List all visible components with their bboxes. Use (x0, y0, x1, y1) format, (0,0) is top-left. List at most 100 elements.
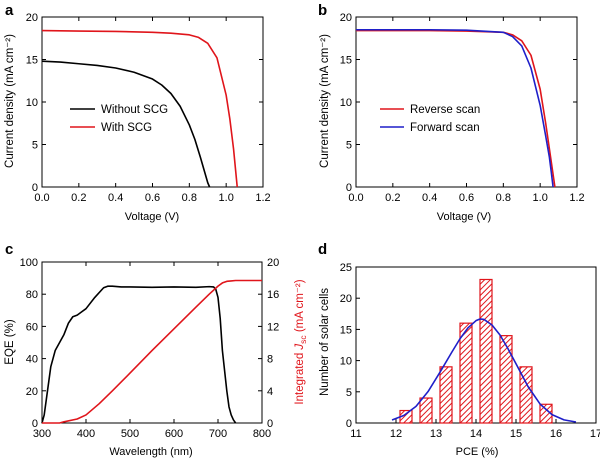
panel-d-xtick-label: 15 (510, 428, 522, 440)
panel-b-ytick-label: 5 (346, 140, 352, 152)
panel-c: c 300 400 500 600 700 80002040608010004812162… (4, 241, 308, 458)
panel-c-label: c (5, 241, 13, 258)
panel-c-xtick-label: 400 (77, 428, 95, 440)
panel-a-label: a (5, 2, 14, 19)
panel-c-y2tick-label: 12 (267, 321, 279, 333)
panel-b-xtick-label: 0.6 (459, 192, 474, 204)
panel-b-ytick-label: 10 (340, 97, 352, 109)
panel-a-ylabel: Current density (mA cm⁻²) (4, 34, 16, 168)
panel-b-xtick-label: 1.0 (533, 192, 548, 204)
histogram-bar (439, 366, 453, 424)
histogram-bar (479, 278, 493, 424)
panel-d-ytick-label: 25 (340, 262, 352, 274)
panel-b-plot: 0.0 0.2 0.4 0.6 0.8 1.0 1.2 0 5 10 15 20 (340, 12, 585, 204)
y2label-sub: sc (298, 335, 308, 344)
panel-a-xtick-label: 0.0 (34, 192, 49, 204)
panel-a-frame (41, 16, 264, 188)
panel-d-xtick-label: 13 (430, 428, 442, 440)
panel-c-y2tick-label: 8 (267, 354, 273, 366)
panel-c-ytick-label: 100 (20, 257, 38, 269)
panel-a-xtick-label: 0.8 (182, 192, 197, 204)
panel-d-ytick-label: 20 (340, 293, 352, 305)
panel-b-xlabel: Voltage (V) (437, 211, 491, 223)
panel-c-xtick-label: 600 (165, 428, 183, 440)
panel-d-xtick-label: 14 (470, 428, 482, 440)
panel-a-xtick-label: 1.2 (255, 192, 270, 204)
panel-c-xtick-label: 300 (33, 428, 51, 440)
panel-c-series-1 (42, 279, 262, 424)
panel-d-ytick-label: 15 (340, 324, 352, 336)
panel-a-xtick-label: 0.2 (71, 192, 86, 204)
panel-c-y2tick-label: 4 (267, 386, 273, 398)
panel-d-xtick-label: 17 (590, 428, 600, 440)
panel-a-legend: Without SCG With SCG (70, 104, 168, 134)
panel-b-series-0 (356, 29, 556, 188)
panel-a-plot: 0.0 0.2 0.4 0.6 0.8 1.0 1.2 0 5 10 15 20 (26, 12, 271, 204)
histogram-bar (519, 366, 533, 424)
panel-c-xtick-label: 500 (121, 428, 139, 440)
panel-d-xtick-label: 16 (550, 428, 562, 440)
panel-b-xtick-label: 0.0 (348, 192, 363, 204)
panel-a-series-0 (41, 60, 211, 188)
panel-a-ytick-label: 0 (32, 182, 38, 194)
histogram-bar (459, 322, 473, 424)
panel-c-xlabel: Wavelength (nm) (109, 446, 192, 458)
panel-b-series-1 (356, 28, 554, 188)
panel-d-label: d (318, 241, 327, 258)
panel-d-ytick-label: 0 (346, 418, 352, 430)
panel-a-xtick-label: 0.6 (145, 192, 160, 204)
panel-b-frame (355, 16, 578, 188)
panel-c-ylabel: EQE (%) (4, 319, 16, 365)
panel-d-ytick-label: 10 (340, 356, 352, 368)
y2label-tail: (mA cm⁻²) (294, 279, 306, 335)
panel-a-xlabel: Voltage (V) (125, 211, 179, 223)
panel-b-xtick-label: 0.2 (385, 192, 400, 204)
panel-a-xtick-label: 1.0 (219, 192, 234, 204)
panel-b-ytick-label: 15 (340, 55, 352, 67)
panel-a-ytick-label: 10 (26, 97, 38, 109)
panel-d: d 11 12 13 14 15 16 17 0 5 10 15 20 25 PCE (%) Numbe… (318, 241, 600, 458)
panel-c-y2tick-label: 16 (267, 289, 279, 301)
panel-d-ytick-label: 5 (346, 387, 352, 399)
legend-label-with-scg: With SCG (101, 122, 152, 134)
histogram-bar (499, 335, 513, 424)
panel-c-xtick-label: 700 (209, 428, 227, 440)
panel-b-xtick-label: 0.8 (496, 192, 511, 204)
panel-b-label: b (318, 2, 327, 19)
panel-d-xtick-label: 12 (390, 428, 402, 440)
histogram-bar (419, 397, 433, 424)
panel-a-ytick-label: 20 (26, 12, 38, 24)
y2label-italic: J (294, 344, 306, 351)
panel-a: a 0.0 0.2 0.4 0.6 0.8 1.0 1.2 0 5 10 15 20 Voltage … (4, 2, 271, 223)
panel-b-xtick-label: 1.2 (569, 192, 584, 204)
panel-c-series-0 (41, 285, 237, 424)
legend-label-reverse-scan: Reverse scan (410, 104, 480, 116)
panel-c-frame (41, 261, 263, 424)
panel-c-y2tick-label: 0 (267, 418, 273, 430)
panel-b-legend: Reverse scan Forward scan (380, 104, 480, 134)
panel-d-plot: 11 12 13 14 15 16 17 0 5 10 15 20 25 (340, 262, 600, 440)
panel-c-ytick-label: 80 (26, 289, 38, 301)
panel-d-gaussian-fit (391, 318, 577, 423)
y2label-main: Integrated (294, 350, 306, 405)
panel-d-frame (355, 266, 597, 424)
panel-a-ytick-label: 15 (26, 55, 38, 67)
legend-label-without-scg: Without SCG (101, 104, 168, 116)
panel-c-xtick-label: 800 (253, 428, 271, 440)
panel-b-ytick-label: 0 (346, 182, 352, 194)
panel-c-ytick-label: 0 (32, 418, 38, 430)
panel-b: b 0.0 0.2 0.4 0.6 0.8 1.0 1.2 0 5 10 15 20 Voltage … (318, 2, 585, 223)
panel-c-y2tick-label: 20 (267, 257, 279, 269)
legend-label-forward-scan: Forward scan (410, 122, 480, 134)
panel-a-xtick-label: 0.4 (108, 192, 123, 204)
panel-a-ytick-label: 5 (32, 140, 38, 152)
panel-c-ytick-label: 60 (26, 321, 38, 333)
panel-d-xtick-label: 11 (350, 428, 361, 440)
panel-b-ytick-label: 20 (340, 12, 352, 24)
panel-c-ytick-label: 20 (26, 386, 38, 398)
panel-b-ylabel: Current density (mA cm⁻²) (319, 34, 331, 168)
panel-a-series-1 (41, 29, 239, 188)
panel-d-xlabel: PCE (%) (456, 446, 499, 458)
